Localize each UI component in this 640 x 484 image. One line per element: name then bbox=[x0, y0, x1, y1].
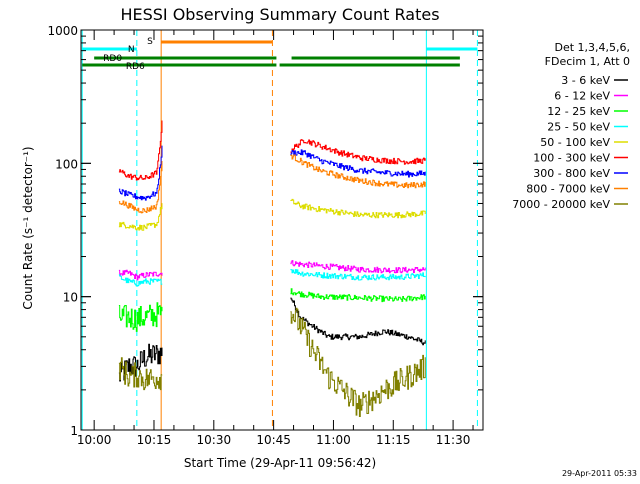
legend-entry-8: 7000 - 20000 keV bbox=[512, 198, 610, 211]
x-axis-label: Start Time (29-Apr-11 09:56:42) bbox=[184, 456, 376, 470]
state-label-rd0: RD0 bbox=[103, 54, 122, 64]
plot-frame bbox=[80, 29, 484, 431]
plot-area: N S RD0 RD6 1 10 100 1000 10:00 10:15 10:30 10:45 11… bbox=[47, 24, 484, 447]
series-line-1-segment-0 bbox=[118, 269, 163, 281]
x-tick-label-3: 10:45 bbox=[256, 433, 291, 447]
series-line-8-segment-1 bbox=[290, 307, 426, 417]
series-line-8-segment-0 bbox=[118, 357, 163, 391]
x-tick-label-1: 10:15 bbox=[137, 433, 172, 447]
x-tick-label-6: 11:30 bbox=[436, 433, 471, 447]
legend-header-line-2: FDecim 1, Att 0 bbox=[545, 55, 630, 68]
legend-entry-0: 3 - 6 keV bbox=[561, 74, 610, 87]
y-axis-label: Count Rate (s⁻¹ detector⁻¹) bbox=[21, 146, 35, 309]
series-12-to-25keV-kev-group bbox=[118, 288, 426, 332]
y-tick-label-3: 1000 bbox=[47, 24, 78, 38]
x-tick-label-4: 11:00 bbox=[316, 433, 351, 447]
series-line-6-segment-1 bbox=[290, 149, 426, 178]
series-line-6-segment-0 bbox=[118, 145, 163, 201]
x-tick-label-0: 10:00 bbox=[77, 433, 112, 447]
series-line-5-segment-1 bbox=[290, 139, 426, 165]
legend-entry-1: 6 - 12 keV bbox=[554, 90, 610, 103]
legend-entry-2: 12 - 25 keV bbox=[547, 105, 610, 118]
legend-header-line-1: Det 1,3,4,5,6, bbox=[554, 41, 630, 54]
series-line-2-segment-0 bbox=[118, 302, 163, 332]
series-line-7-segment-1 bbox=[290, 154, 426, 189]
legend-entry-5: 100 - 300 keV bbox=[533, 152, 610, 165]
y-tick-label-1: 10 bbox=[63, 291, 78, 305]
legend: Det 1,3,4,5,6, FDecim 1, Att 0 3 - 6 keV… bbox=[512, 41, 630, 211]
series-7000-to-20000keV-kev-group bbox=[118, 307, 426, 417]
state-label-rd6: RD6 bbox=[126, 62, 145, 72]
series-line-2-segment-1 bbox=[290, 288, 426, 303]
series-line-5-segment-0 bbox=[118, 120, 163, 181]
series-line-3-segment-0 bbox=[118, 274, 163, 287]
legend-entry-4: 50 - 100 keV bbox=[540, 136, 610, 149]
series-100-to-300keV-kev-group bbox=[118, 120, 426, 181]
x-tick-label-2: 10:30 bbox=[197, 433, 232, 447]
series-line-0-segment-1 bbox=[290, 297, 426, 346]
series-line-1-segment-1 bbox=[290, 260, 426, 274]
series-line-7-segment-0 bbox=[118, 161, 163, 214]
series-line-4-segment-1 bbox=[290, 198, 426, 219]
chart-title: HESSI Observing Summary Count Rates bbox=[120, 5, 439, 24]
legend-entry-6: 300 - 800 keV bbox=[533, 167, 610, 180]
legend-entry-3: 25 - 50 keV bbox=[547, 121, 610, 134]
y-tick-label-0: 1 bbox=[70, 424, 78, 438]
series-6-to-12keV-kev-group bbox=[118, 260, 426, 281]
y-tick-label-2: 100 bbox=[55, 157, 78, 171]
footer-timestamp: 29-Apr-2011 05:33 bbox=[562, 469, 637, 478]
x-tick-label-5: 11:15 bbox=[376, 433, 411, 447]
series-25-to-50keV-kev-group bbox=[118, 269, 426, 287]
state-label-s: S bbox=[147, 37, 153, 47]
legend-entry-7: 800 - 7000 keV bbox=[526, 183, 610, 196]
series-line-4-segment-0 bbox=[118, 203, 163, 231]
series-50-to-100keV-kev-group bbox=[118, 198, 426, 231]
state-label-n: N bbox=[128, 45, 135, 55]
series-line-3-segment-1 bbox=[290, 269, 426, 281]
series-300-to-800keV-kev-group bbox=[118, 145, 426, 201]
series-800-to-7000keV-kev-group bbox=[118, 154, 426, 214]
